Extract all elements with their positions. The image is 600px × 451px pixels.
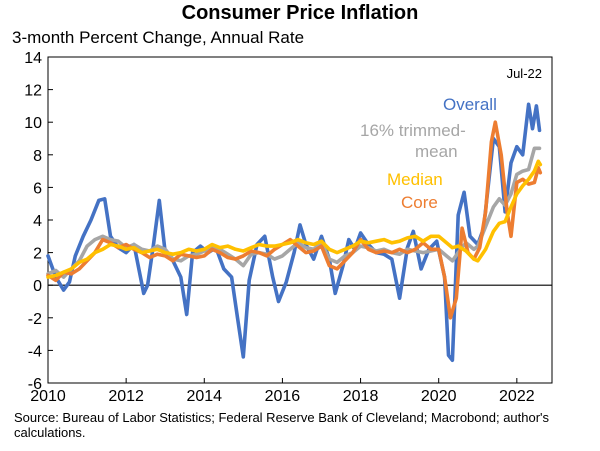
y-tick-label: 10 xyxy=(24,115,42,132)
chart-title: Consumer Price Inflation xyxy=(181,2,419,24)
series-line-overall xyxy=(46,102,542,362)
y-axis: -6 -4 -2 0 2 4 6 8 10 12 14 xyxy=(24,50,53,393)
x-tick-label: 2018 xyxy=(343,388,379,405)
x-tick-label: 2012 xyxy=(108,388,144,405)
series-line-median xyxy=(46,159,543,279)
y-tick-label: 0 xyxy=(33,278,42,295)
source-note: Source: Bureau of Labor Statistics; Fede… xyxy=(14,410,550,440)
series-label-overall: Overall xyxy=(443,95,497,114)
y-tick-label: -4 xyxy=(28,343,42,360)
x-tick-label: 2016 xyxy=(265,388,301,405)
chart-subtitle: 3-month Percent Change, Annual Rate xyxy=(12,28,305,47)
series-lines xyxy=(46,102,543,362)
x-tick-label: 2010 xyxy=(30,388,66,405)
y-tick-label: 6 xyxy=(33,180,42,197)
series-line-16-trimmed-mean xyxy=(46,146,542,279)
y-tick-label: 12 xyxy=(24,83,42,100)
x-tick-label: 2022 xyxy=(499,388,535,405)
x-tick-label: 2014 xyxy=(186,388,222,405)
series-label-trimmed-mean-line1: 16% trimmed- xyxy=(360,121,466,140)
series-label-trimmed-mean-line2: mean xyxy=(415,142,458,161)
y-tick-label: 4 xyxy=(33,213,42,230)
x-tick-label: 2020 xyxy=(421,388,457,405)
y-tick-label: 2 xyxy=(33,246,42,263)
y-tick-label: -2 xyxy=(28,311,42,328)
date-annotation: Jul-22 xyxy=(507,66,542,81)
y-tick-label: 8 xyxy=(33,148,42,165)
series-label-core: Core xyxy=(401,193,438,212)
y-tick-label: -6 xyxy=(28,376,42,393)
x-axis: 2010 2012 2014 2016 2018 2020 2022 xyxy=(30,378,535,405)
series-label-median: Median xyxy=(387,170,443,189)
y-tick-label: 14 xyxy=(24,50,42,67)
